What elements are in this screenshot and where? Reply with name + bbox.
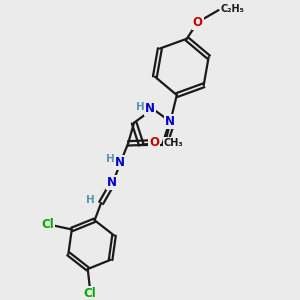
Text: Cl: Cl	[83, 287, 96, 300]
Text: N: N	[165, 116, 175, 128]
Text: N: N	[115, 156, 125, 169]
Text: N: N	[145, 103, 155, 116]
Text: Cl: Cl	[42, 218, 54, 231]
Text: H: H	[136, 102, 145, 112]
Text: N: N	[106, 176, 116, 189]
Text: O: O	[193, 16, 203, 28]
Text: H: H	[106, 154, 115, 164]
Text: O: O	[149, 136, 159, 149]
Text: H: H	[85, 195, 94, 205]
Text: C₂H₅: C₂H₅	[220, 4, 244, 14]
Text: CH₃: CH₃	[163, 138, 183, 148]
